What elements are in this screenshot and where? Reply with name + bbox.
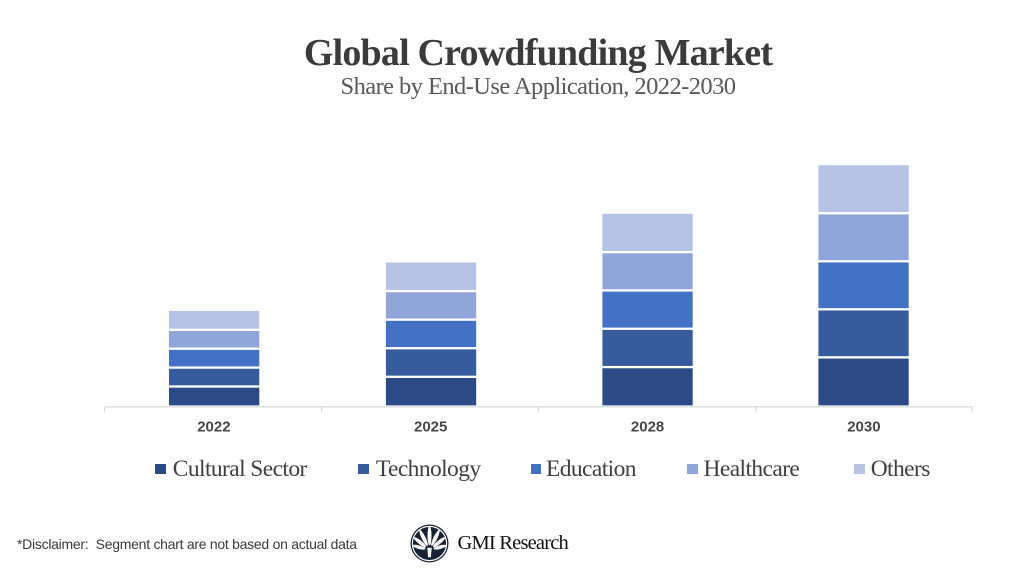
svg-text:2025: 2025	[414, 419, 447, 436]
svg-text:2022: 2022	[197, 419, 230, 436]
svg-text:2028: 2028	[631, 419, 664, 436]
svg-text:2030: 2030	[847, 419, 880, 436]
